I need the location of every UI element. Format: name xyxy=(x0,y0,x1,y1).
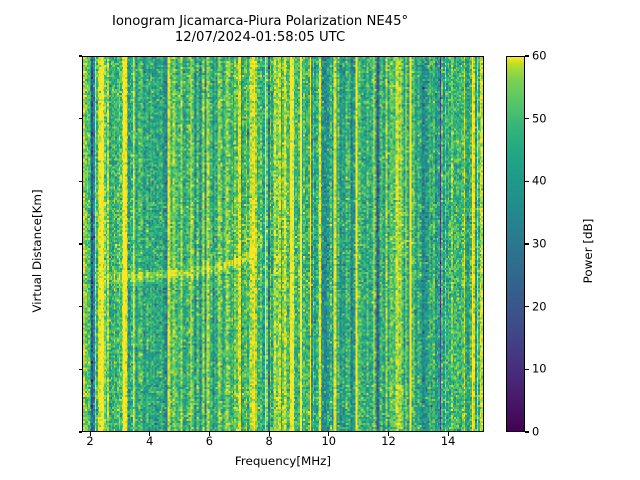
colorbar-tick-mark xyxy=(525,431,529,433)
colorbar-tick-label: 20 xyxy=(532,298,547,313)
y-tick-mark xyxy=(78,180,82,182)
ionogram-plot-area xyxy=(82,56,484,432)
colorbar-tick-mark xyxy=(525,243,529,245)
x-tick-mark xyxy=(208,432,210,436)
x-tick-mark xyxy=(149,432,151,436)
colorbar-label: Power [dB] xyxy=(581,218,595,284)
y-tick-mark xyxy=(78,368,82,370)
x-tick-label: 6 xyxy=(205,434,214,448)
x-tick-label: 4 xyxy=(146,434,154,448)
colorbar-tick-mark xyxy=(525,368,529,370)
y-tick-mark xyxy=(78,55,82,57)
colorbar-gradient xyxy=(506,56,525,432)
y-axis-label: Virtual Distance[Km] xyxy=(30,189,44,313)
colorbar-tick-label: 10 xyxy=(532,361,547,376)
y-tick-mark xyxy=(78,243,82,245)
colorbar-tick-mark xyxy=(525,55,529,57)
colorbar-tick-mark xyxy=(525,306,529,308)
x-tick-mark xyxy=(268,432,270,436)
y-tick-mark xyxy=(78,118,82,120)
y-tick-mark xyxy=(78,431,82,433)
x-tick-mark xyxy=(447,432,449,436)
ionogram-heatmap-canvas xyxy=(83,57,483,431)
colorbar-tick-label: 30 xyxy=(532,236,547,251)
x-tick-mark xyxy=(89,432,91,436)
colorbar-tick-label: 60 xyxy=(532,48,547,63)
colorbar-tick-label: 0 xyxy=(532,424,540,439)
x-tick-label: 12 xyxy=(381,434,396,448)
x-tick-mark xyxy=(387,432,390,436)
y-tick-mark xyxy=(78,306,82,308)
colorbar-tick-mark xyxy=(525,118,529,120)
x-axis-label: Frequency[MHz] xyxy=(234,454,332,468)
page-title: Ionogram Jicamarca-Piura Polarization NE… xyxy=(111,14,409,45)
x-tick-label: 10 xyxy=(321,434,337,448)
x-tick-label: 2 xyxy=(86,434,94,448)
x-tick-mark xyxy=(328,432,330,436)
colorbar-tick-mark xyxy=(525,180,529,182)
colorbar-tick-label: 50 xyxy=(532,110,547,125)
x-tick-label: 14 xyxy=(440,434,456,448)
colorbar-tick-label: 40 xyxy=(532,173,547,188)
x-tick-label: 8 xyxy=(265,434,273,448)
